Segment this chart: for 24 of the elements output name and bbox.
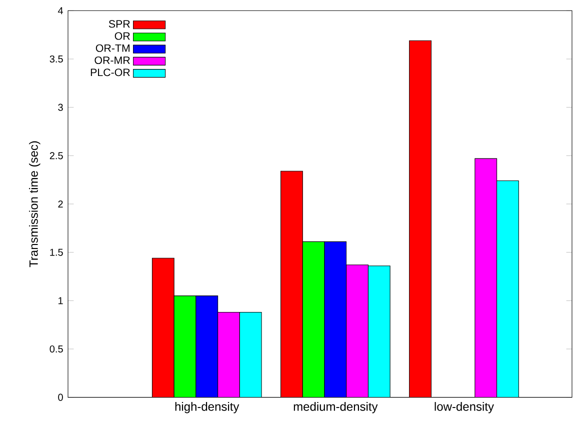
x-tick-label: low-density	[434, 402, 494, 414]
y-tick-label: 1.5	[50, 248, 63, 256]
bar	[174, 296, 196, 398]
y-tick-label: 0	[58, 394, 63, 401]
legend-label: OR-MR	[94, 56, 130, 64]
y-tick-label: 1	[58, 297, 63, 304]
y-tick-label: 3.5	[50, 55, 63, 63]
y-axis-title: Transmission time (sec)	[29, 141, 40, 268]
y-tick-label: 4	[58, 7, 64, 14]
y-tick-label: 3	[58, 104, 63, 111]
bar	[239, 312, 262, 398]
legend-label: SPR	[108, 20, 130, 28]
x-tick-label: medium-density	[294, 402, 378, 414]
x-tick-label: high-density	[175, 402, 240, 414]
y-tick-label: 2.5	[50, 152, 63, 160]
legend-label: OR	[114, 32, 130, 40]
y-tick-label: 2	[58, 200, 63, 208]
bar	[496, 180, 519, 398]
bar	[368, 266, 390, 398]
legend-label: OR-TM	[96, 44, 130, 52]
bar	[409, 40, 432, 398]
legend-label: PLC-OR	[90, 68, 130, 76]
bar	[302, 241, 325, 398]
y-tick-label: 0.5	[50, 345, 63, 353]
